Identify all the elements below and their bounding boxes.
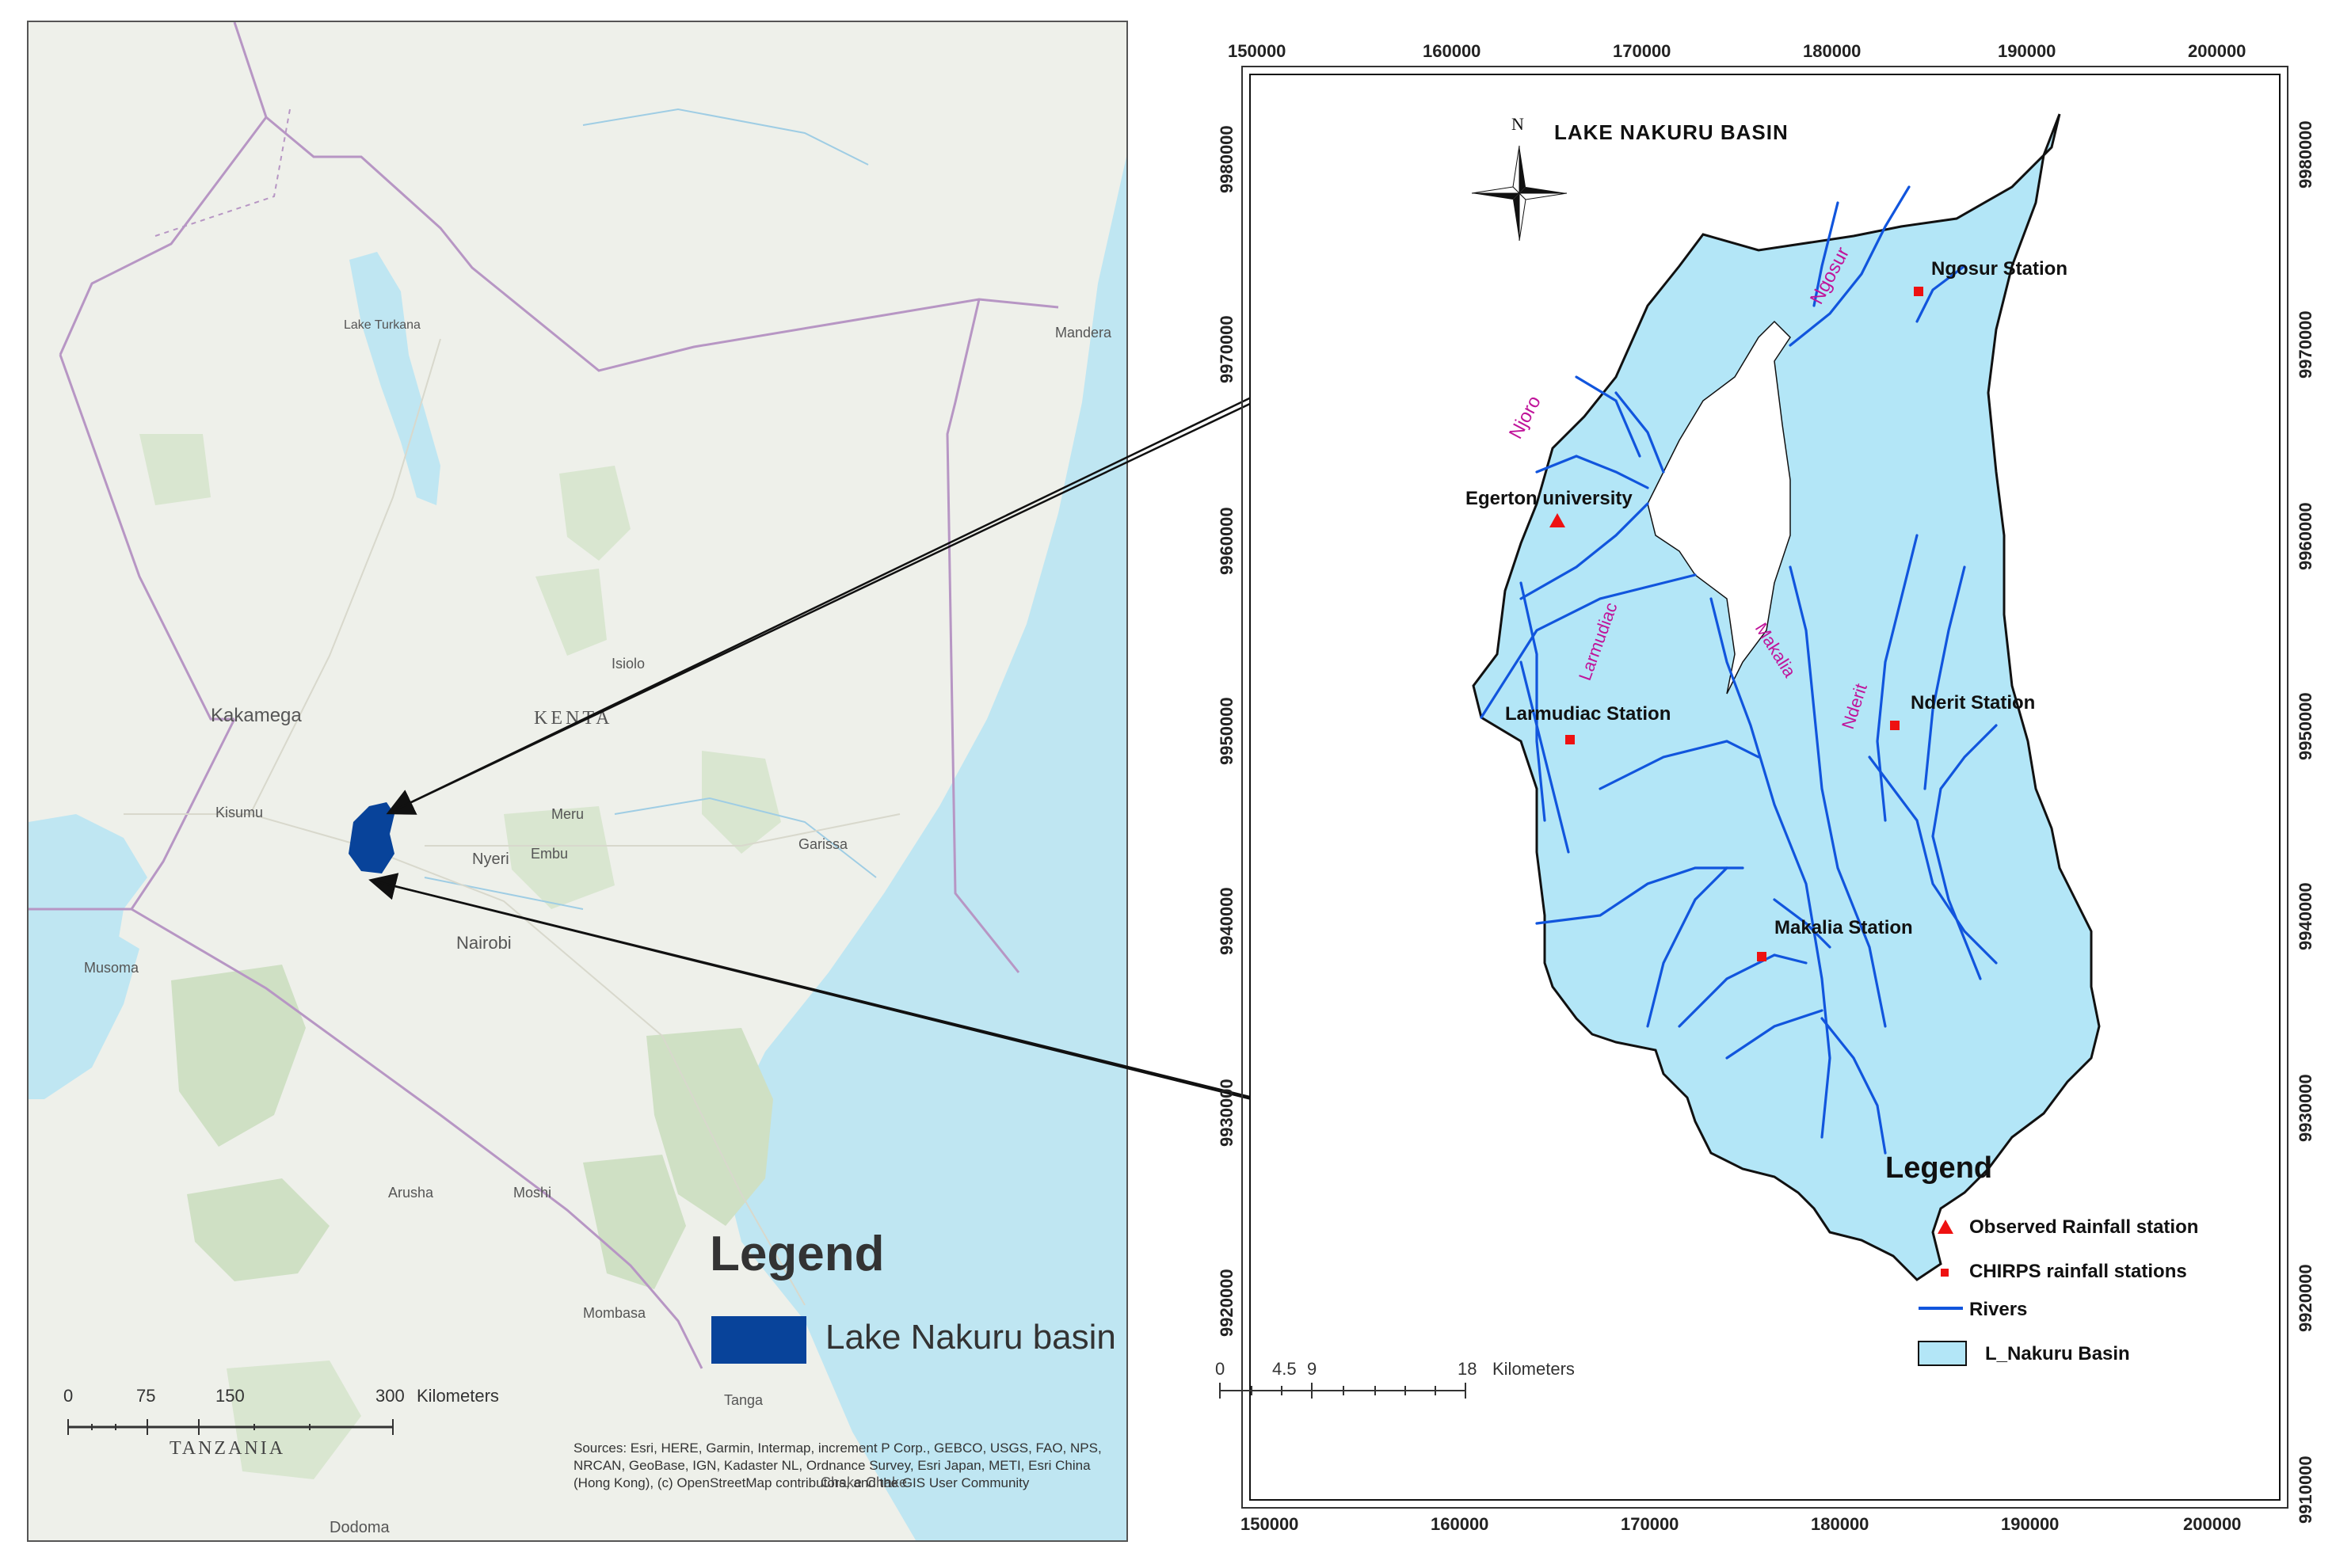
x-tick-top: 200000: [2188, 41, 2246, 61]
place-label: Mombasa: [583, 1305, 646, 1321]
observed-station-egerton: [1549, 513, 1565, 527]
scale-tick-150: 150: [215, 1386, 245, 1406]
legend-label-basin: L_Nakuru Basin: [1985, 1343, 2130, 1364]
x-tick-top: 190000: [1998, 41, 2056, 61]
legend-chirps-icon: [1941, 1269, 1949, 1277]
x-tick-top: 160000: [1423, 41, 1481, 61]
place-label: Isiolo: [612, 656, 646, 672]
y-tick-left: 9950000: [1217, 697, 1237, 765]
lake-nakuru-basin-polygon: [1472, 113, 2101, 1281]
basin-scale-bar: [1219, 1383, 1466, 1399]
x-tick-bottom: 200000: [2183, 1514, 2242, 1534]
basin-scale-tick-0: 0: [1215, 1359, 1225, 1379]
y-tick-right: 9920000: [2296, 1264, 2315, 1332]
legend-basin-icon: [1918, 1341, 1967, 1366]
place-label: Garissa: [798, 836, 848, 852]
basin-scale-tick-18: 18: [1458, 1359, 1477, 1379]
chirps-station-makalia: [1757, 952, 1766, 961]
overview-map: Kakamega Kisumu Nairobi Nyeri Garissa La…: [27, 21, 1128, 1542]
x-tick-bottom: 160000: [1431, 1514, 1489, 1534]
scale-bar: [67, 1419, 394, 1435]
legend-observed-icon: [1938, 1220, 1953, 1234]
legend-swatch-basin: [711, 1316, 806, 1364]
north-arrow-icon: [1471, 145, 1568, 242]
basin-scale-tick-9: 9: [1307, 1359, 1317, 1379]
chirps-station-larmudiac: [1565, 735, 1575, 744]
scale-tick-75: 75: [136, 1386, 156, 1406]
place-label: Arusha: [388, 1185, 434, 1201]
place-label: Musoma: [84, 960, 139, 976]
station-label-larmudiac: Larmudiac Station: [1505, 703, 1671, 725]
place-label: Tanga: [724, 1392, 764, 1408]
legend-label-rivers: Rivers: [1969, 1299, 2028, 1320]
y-tick-left: 9930000: [1217, 1079, 1237, 1147]
lake-nakuru: [1647, 320, 1791, 695]
basin-scale-unit: Kilometers: [1492, 1359, 1575, 1379]
country-label: KENTA: [534, 708, 613, 729]
legend-label-chirps: CHIRPS rainfall stations: [1969, 1261, 2187, 1282]
place-label: Kisumu: [215, 805, 264, 820]
x-tick-bottom: 170000: [1621, 1514, 1679, 1534]
basin-scale-tick-4-5: 4.5: [1272, 1359, 1297, 1379]
y-tick-right: 9950000: [2296, 692, 2315, 760]
place-label: Nyeri: [472, 851, 509, 868]
y-tick-right: 9910000: [2296, 1456, 2315, 1524]
y-tick-right: 9940000: [2296, 882, 2315, 950]
y-tick-left: 9920000: [1217, 1269, 1237, 1337]
x-tick-top: 150000: [1228, 41, 1286, 61]
overview-map-graphic: [29, 22, 1126, 1540]
chirps-station-nderit: [1890, 721, 1900, 730]
station-label-makalia: Makalia Station: [1774, 917, 1913, 938]
y-tick-right: 9930000: [2296, 1074, 2315, 1142]
map-attribution: Sources: Esri, HERE, Garmin, Intermap, i…: [574, 1441, 1102, 1491]
place-label: Dodoma: [330, 1519, 390, 1536]
legend-label-observed: Observed Rainfall station: [1969, 1216, 2199, 1238]
basin-map-title: LAKE NAKURU BASIN: [1554, 120, 1789, 144]
tanzania-label: TANZANIA: [170, 1438, 286, 1459]
x-tick-top: 170000: [1613, 41, 1671, 61]
basin-map: LAKE NAKURU BASIN N 150000 160000 170000…: [1204, 29, 2316, 1541]
y-tick-right: 9970000: [2296, 310, 2315, 379]
legend-label-basin: Lake Nakuru basin: [825, 1318, 1116, 1357]
place-label: Kakamega: [211, 705, 302, 726]
y-tick-left: 9980000: [1217, 125, 1237, 193]
y-tick-right: 9960000: [2296, 502, 2315, 570]
place-label: Meru: [551, 806, 585, 822]
place-label: Lake Turkana: [344, 318, 421, 332]
station-label-nderit: Nderit Station: [1911, 692, 2036, 714]
x-tick-bottom: 190000: [2001, 1514, 2060, 1534]
place-label: Embu: [531, 846, 569, 862]
scale-unit: Kilometers: [417, 1386, 499, 1406]
basin-legend-title: Legend: [1885, 1151, 1993, 1185]
place-label: Mandera: [1055, 325, 1112, 341]
y-tick-left: 9970000: [1217, 315, 1237, 383]
station-label-ngosur: Ngosur Station: [1931, 258, 2067, 280]
scale-tick-300: 300: [375, 1386, 405, 1406]
north-label: N: [1511, 114, 1524, 134]
basin-map-graphic: [1219, 66, 2288, 1509]
y-tick-left: 9940000: [1217, 887, 1237, 955]
place-label: Moshi: [513, 1185, 552, 1201]
y-tick-left: 9960000: [1217, 507, 1237, 575]
place-label: Nairobi: [456, 933, 512, 953]
y-tick-right: 9980000: [2296, 120, 2315, 188]
x-tick-bottom: 180000: [1811, 1514, 1869, 1534]
lake-nakuru-basin-marker: [349, 802, 394, 873]
scale-tick-0: 0: [63, 1386, 74, 1406]
chirps-station-ngosur: [1914, 287, 1923, 296]
place-label: Chake Chake: [821, 1475, 908, 1490]
x-tick-bottom: 150000: [1240, 1514, 1299, 1534]
legend-title: Legend: [710, 1227, 885, 1281]
x-tick-top: 180000: [1803, 41, 1862, 61]
station-label-egerton: Egerton university: [1465, 488, 1633, 509]
